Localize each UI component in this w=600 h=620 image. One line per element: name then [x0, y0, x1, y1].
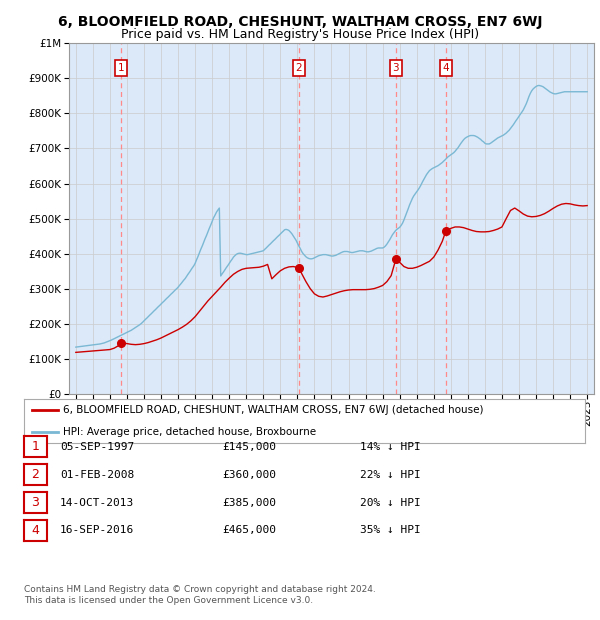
Text: 3: 3	[392, 63, 399, 73]
Text: 4: 4	[31, 524, 40, 537]
Text: £360,000: £360,000	[222, 469, 276, 480]
Text: 3: 3	[31, 496, 40, 509]
Text: 6, BLOOMFIELD ROAD, CHESHUNT, WALTHAM CROSS, EN7 6WJ: 6, BLOOMFIELD ROAD, CHESHUNT, WALTHAM CR…	[58, 15, 542, 29]
Text: Price paid vs. HM Land Registry's House Price Index (HPI): Price paid vs. HM Land Registry's House …	[121, 28, 479, 40]
Text: 1: 1	[118, 63, 125, 73]
Text: £145,000: £145,000	[222, 441, 276, 452]
Text: 14% ↓ HPI: 14% ↓ HPI	[360, 441, 421, 452]
Text: 20% ↓ HPI: 20% ↓ HPI	[360, 497, 421, 508]
Text: 2: 2	[31, 468, 40, 481]
Text: 14-OCT-2013: 14-OCT-2013	[60, 497, 134, 508]
Text: Contains HM Land Registry data © Crown copyright and database right 2024.: Contains HM Land Registry data © Crown c…	[24, 585, 376, 593]
Text: 2: 2	[295, 63, 302, 73]
Text: 22% ↓ HPI: 22% ↓ HPI	[360, 469, 421, 480]
Text: 16-SEP-2016: 16-SEP-2016	[60, 525, 134, 536]
Text: 35% ↓ HPI: 35% ↓ HPI	[360, 525, 421, 536]
Text: 1: 1	[31, 440, 40, 453]
Text: HPI: Average price, detached house, Broxbourne: HPI: Average price, detached house, Brox…	[63, 427, 316, 436]
Text: 4: 4	[443, 63, 449, 73]
Text: 01-FEB-2008: 01-FEB-2008	[60, 469, 134, 480]
Text: 6, BLOOMFIELD ROAD, CHESHUNT, WALTHAM CROSS, EN7 6WJ (detached house): 6, BLOOMFIELD ROAD, CHESHUNT, WALTHAM CR…	[63, 405, 484, 415]
Text: £465,000: £465,000	[222, 525, 276, 536]
Text: This data is licensed under the Open Government Licence v3.0.: This data is licensed under the Open Gov…	[24, 596, 313, 604]
Text: £385,000: £385,000	[222, 497, 276, 508]
Text: 05-SEP-1997: 05-SEP-1997	[60, 441, 134, 452]
